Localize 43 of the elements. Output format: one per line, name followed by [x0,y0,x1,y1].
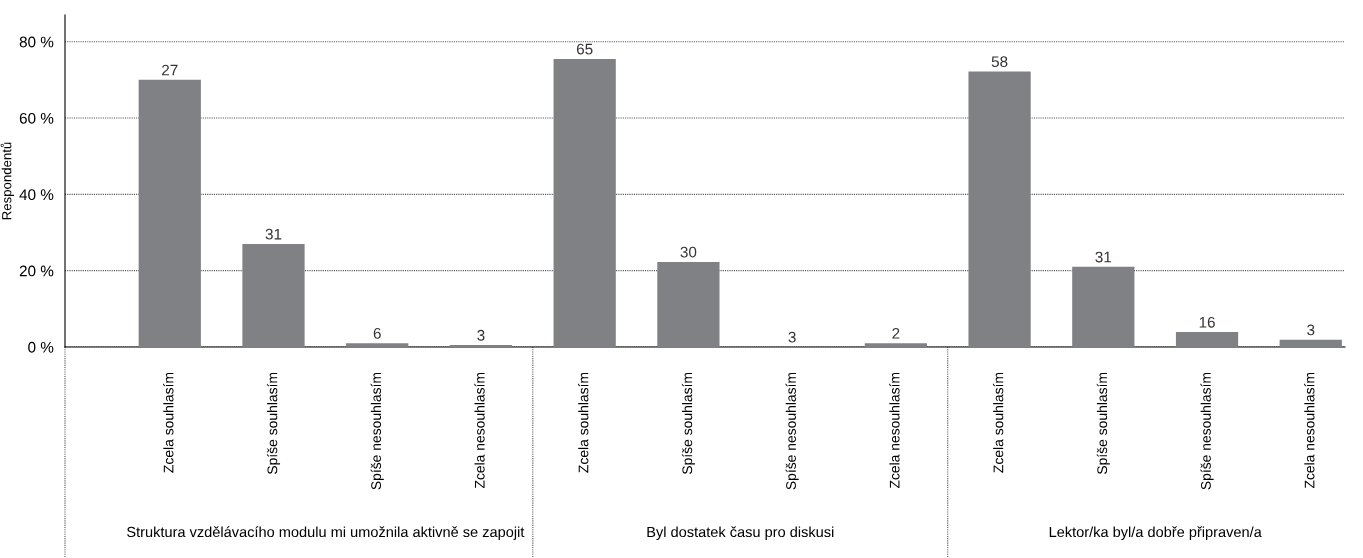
x-tick-label: Spíše souhlasím [681,372,695,475]
x-tick-label: Spíše souhlasím [1096,372,1110,475]
y-tick-label: 80 % [19,36,54,48]
annotation: 31 [265,228,282,240]
bar [968,71,1031,347]
annotation: 3 [1307,324,1315,336]
text: Lektor/ka byl/a dobře připraven/a [1049,526,1262,540]
y-tick-label: 0 % [28,341,54,353]
annotation: 16 [1199,316,1215,328]
bar [1072,266,1135,347]
x-tick-label: Spíše souhlasím [266,372,281,475]
x-tick-label: Zcela nesouhlasím [889,372,900,489]
bar [553,58,616,347]
annotation: 31 [1095,251,1112,263]
x-tick-label: Zcela souhlasím [163,372,174,473]
x-tick-label: Spíše nesouhlasím [1200,372,1214,490]
bar [346,343,409,347]
annotation: 3 [788,331,796,343]
annotation: 3 [477,329,485,341]
annotation: 65 [576,43,593,55]
y-tick-label: 20 % [19,265,54,277]
annotation: 58 [991,56,1008,68]
annotation: 2 [892,327,900,339]
y-tick-label: 60 % [19,112,54,124]
x-tick-label: Zcela souhlasím [992,372,1004,473]
x-tick-label: Spíše nesouhlasím [785,372,799,490]
bar [864,343,927,347]
x-tick-label: Spíše nesouhlasím [370,372,384,490]
bar [1175,332,1239,347]
bar [138,79,201,347]
bar [242,243,305,347]
text: Byl dostatek času pro diskusi [647,526,834,540]
x-tick-label: Zcela nesouhlasím [1304,372,1315,489]
annotation: 27 [162,64,178,76]
annotation: 6 [373,327,381,339]
y-axis-title: Respondentů [0,142,14,220]
bar [657,261,720,347]
annotation: 30 [680,246,697,258]
x-tick-label: Zcela nesouhlasím [474,372,485,489]
y-tick-label: 40 % [19,189,54,201]
x-tick-label: Zcela souhlasím [578,372,589,473]
text: Struktura vzdělávacího modulu mi umožnila aktivně se zapojit [127,526,525,540]
bar [1279,339,1342,347]
